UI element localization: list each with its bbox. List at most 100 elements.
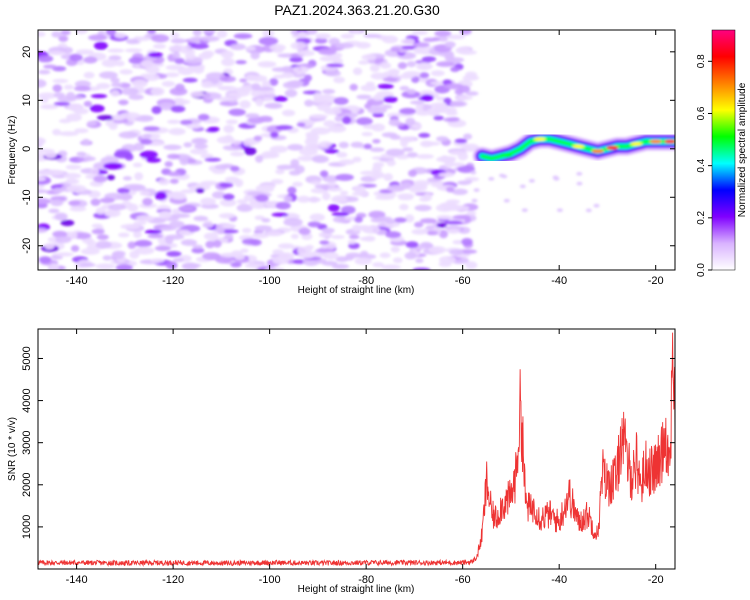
snr-x-tick-label: -140 <box>66 574 88 586</box>
heatmap-noise-blob <box>74 128 89 134</box>
colorbar-tick-label: 0.4 <box>696 158 707 172</box>
heatmap-noise-blob <box>275 169 285 175</box>
heatmap-noise-blob <box>452 240 464 245</box>
heatmap-noise-blob <box>385 218 396 224</box>
heatmap-noise-blob <box>340 33 355 39</box>
heatmap-noise-blob <box>38 69 51 75</box>
snr-y-axis: 1000 2000 3000 4000 5000 <box>21 346 675 539</box>
heatmap-noise-blob <box>93 175 108 183</box>
heatmap-noise-blob <box>140 138 153 145</box>
heatmap-noise-blob <box>191 137 208 145</box>
heatmap-noise-blob <box>68 103 84 112</box>
heatmap-noise-blob <box>120 223 140 230</box>
heatmap-noise-blob <box>321 260 338 266</box>
heatmap-noise-blob <box>119 69 133 75</box>
heatmap-noise-blob <box>309 213 325 222</box>
heatmap-noise-blob <box>219 198 237 207</box>
heatmap-noise-blob <box>470 170 477 175</box>
heatmap-noise-blob <box>110 77 120 83</box>
heatmap-noise-blob <box>397 185 406 191</box>
heatmap-noise-blob <box>194 143 208 150</box>
heatmap-noise-blob <box>399 203 409 211</box>
heatmap-noise-blob <box>63 172 82 179</box>
heatmap-noise-blob <box>351 191 369 196</box>
heatmap-noise-blob <box>341 116 352 125</box>
heatmap-noise-blob <box>371 123 386 132</box>
heatmap-noise-blob <box>38 55 54 63</box>
heatmap-x-label: Height of straight line (km) <box>298 285 415 296</box>
heatmap-noise-blob <box>324 70 341 77</box>
heatmap-noise-blob <box>40 96 49 104</box>
heatmap-noise-blob <box>244 147 257 156</box>
heatmap-noise-blob <box>219 182 234 188</box>
heatmap-noise-blob <box>297 246 312 255</box>
heatmap-noise-blob <box>404 214 415 223</box>
heatmap-noise-blob <box>380 62 392 69</box>
heatmap-noise-blob <box>273 74 285 79</box>
heatmap-noise-blob <box>446 199 461 204</box>
heatmap-noise-blob <box>228 108 246 117</box>
heatmap-noise-blob <box>140 60 154 68</box>
heatmap-noise-blob <box>334 115 343 122</box>
heatmap-noise-blob <box>144 229 162 234</box>
colorbar-axis: 0.0 0.2 0.4 0.6 0.8 <box>696 29 736 277</box>
heatmap-noise-blob <box>420 218 437 224</box>
snr-y-tick-label: 3000 <box>21 430 33 454</box>
heatmap-noise-blob <box>418 132 431 138</box>
heatmap-noise-blob <box>322 227 335 234</box>
heatmap-noise-blob <box>413 42 430 48</box>
heatmap-noise-blob <box>192 65 205 74</box>
heatmap-noise-blob <box>436 215 453 220</box>
heatmap-noise-blob <box>463 143 480 152</box>
heatmap-noise-blob <box>333 97 349 105</box>
heatmap-noise-blob <box>38 31 46 37</box>
heatmap-noise-blob <box>331 196 348 203</box>
heatmap-noise-blob <box>91 223 103 229</box>
heatmap-noise-blob <box>99 71 118 79</box>
heatmap-noise-blob <box>65 178 80 185</box>
heatmap-noise-blob <box>452 214 471 220</box>
heatmap-noise-blob <box>372 162 385 168</box>
heatmap-noise-blob <box>124 48 143 53</box>
heatmap-noise-blob <box>133 230 142 239</box>
heatmap-noise-blob <box>292 66 309 74</box>
heatmap-noise-blob <box>185 123 202 129</box>
heatmap-noise-blob <box>275 125 293 131</box>
heatmap-noise-blob <box>63 84 74 90</box>
heatmap-noise-blob <box>264 102 281 109</box>
heatmap-noise-blob <box>436 222 447 228</box>
heatmap-noise-blob <box>296 122 306 127</box>
heatmap-noise-blob <box>95 207 106 215</box>
heatmap-x-axis: -140 -120 -100 -80 -60 -40 -20 <box>66 30 664 287</box>
heatmap-noise-blob <box>107 48 125 53</box>
heatmap-noise-blob <box>44 169 65 176</box>
heatmap-noise-blob <box>446 186 455 193</box>
heatmap-noise-blob <box>447 228 460 234</box>
heatmap-noise-blob <box>142 197 153 206</box>
heatmap-noise-blob <box>411 123 422 129</box>
heatmap-noise-blob <box>165 234 185 240</box>
heatmap-noise-blob <box>360 170 378 176</box>
heatmap-noise-blob <box>385 231 402 239</box>
heatmap-noise-blob <box>390 246 400 253</box>
heatmap-noise-blob <box>585 208 592 213</box>
heatmap-noise-blob <box>297 195 311 203</box>
heatmap-noise-blob <box>221 223 236 229</box>
heatmap-noise-blob <box>230 165 240 172</box>
heatmap-noise-blob <box>438 172 455 178</box>
heatmap-noise-blob <box>381 264 401 270</box>
heatmap-noise-blob <box>419 72 430 79</box>
heatmap-noise-blob <box>183 142 193 148</box>
heatmap-noise-blob <box>171 52 181 59</box>
heatmap-noise-blob <box>331 212 349 217</box>
heatmap-noise-blob <box>170 105 186 113</box>
heatmap-noise-blob <box>170 32 180 39</box>
heatmap-noise-blob <box>216 226 225 235</box>
heatmap-y-tick-label: 20 <box>21 46 33 58</box>
heatmap-noise-blob <box>465 91 479 96</box>
heatmap-noise-blob <box>269 78 279 86</box>
heatmap-noise-blob <box>168 45 188 52</box>
snr-y-label: SNR (10 * v/v) <box>7 417 18 481</box>
heatmap-noise-blob <box>307 221 322 228</box>
